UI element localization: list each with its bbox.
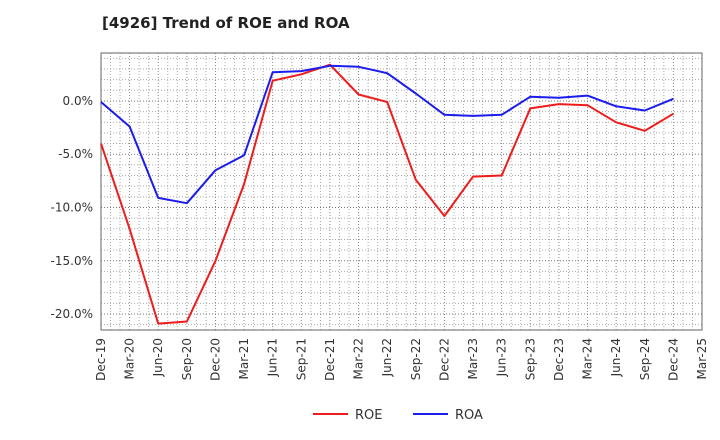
x-tick-label: Jun-24 xyxy=(609,338,623,377)
legend: ROE ROA xyxy=(313,408,483,423)
x-tick-label: Mar-21 xyxy=(237,338,251,379)
x-tick-label: Dec-19 xyxy=(94,338,108,381)
x-tick-label: Jun-21 xyxy=(266,338,280,377)
x-tick-label: Dec-22 xyxy=(437,338,451,381)
series-line-roa xyxy=(100,64,674,205)
x-axis: Dec-19 Mar-20 Jun-20 Sep-20 Dec-20 Mar-21 Jun-… xyxy=(94,338,709,381)
x-tick-label: Dec-23 xyxy=(552,338,566,381)
x-tick-label: Sep-22 xyxy=(409,338,423,380)
y-axis: 0.0% -5.0% -10.0% -15.0% -20.0% xyxy=(51,94,93,321)
y-tick-label: -5.0% xyxy=(58,147,93,161)
x-tick-label: Jun-23 xyxy=(495,338,509,377)
x-tick-label: Mar-23 xyxy=(466,338,480,379)
x-tick-label: Sep-24 xyxy=(638,338,652,380)
x-tick-label: Mar-20 xyxy=(123,338,137,379)
plot-frame xyxy=(100,52,703,331)
x-tick-label: Dec-24 xyxy=(666,338,680,381)
x-tick-label: Jun-22 xyxy=(380,338,394,377)
x-tick-label: Sep-20 xyxy=(180,338,194,380)
x-tick-label: Sep-21 xyxy=(294,338,308,380)
x-tick-label: Jun-20 xyxy=(151,338,165,377)
y-tick-label: -20.0% xyxy=(51,307,93,321)
x-tick-label: Mar-25 xyxy=(695,338,709,379)
x-tick-label: Dec-20 xyxy=(208,338,222,381)
series-line-roe xyxy=(100,63,674,325)
x-tick-label: Mar-24 xyxy=(581,338,595,379)
x-tick-label: Mar-22 xyxy=(352,338,366,379)
series xyxy=(100,63,674,325)
y-tick-label: 0.0% xyxy=(63,94,94,108)
legend-label-roa: ROA xyxy=(455,408,483,423)
legend-label-roe: ROE xyxy=(355,408,382,423)
y-tick-label: -15.0% xyxy=(51,254,93,268)
chart-title: [4926] Trend of ROE and ROA xyxy=(102,14,350,32)
grid xyxy=(101,53,702,330)
x-tick-label: Dec-21 xyxy=(323,338,337,381)
y-tick-label: -10.0% xyxy=(51,200,93,214)
x-tick-label: Sep-23 xyxy=(523,338,537,380)
